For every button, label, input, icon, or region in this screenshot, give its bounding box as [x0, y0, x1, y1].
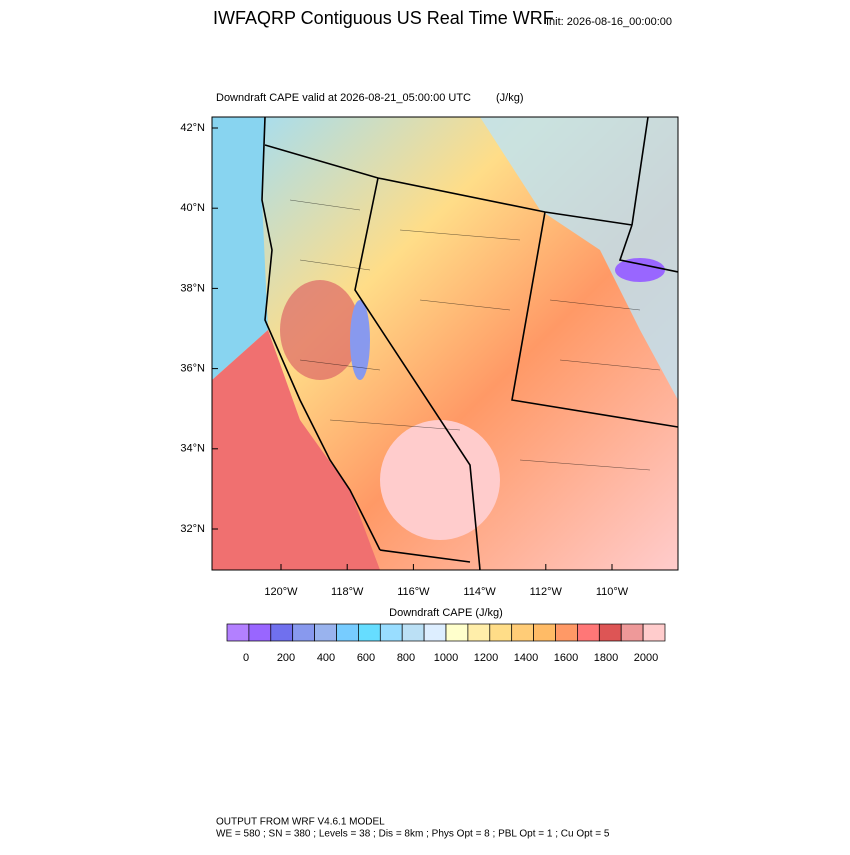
- lon-label: 112°W: [530, 586, 563, 598]
- colorbar-title: Downdraft CAPE (J/kg): [389, 607, 503, 619]
- colorbar-box: [226, 623, 250, 642]
- lon-label: 114°W: [463, 586, 496, 598]
- lat-label: 38°N: [180, 282, 205, 294]
- lon-label: 116°W: [397, 586, 430, 598]
- lon-label: 120°W: [264, 586, 298, 598]
- colorbar-box: [577, 623, 600, 642]
- units: (J/kg): [496, 92, 524, 104]
- colorbar-box: [270, 623, 294, 642]
- colorbar-box: [511, 623, 534, 642]
- colorbar-box: [489, 623, 513, 642]
- colorbar-box: [467, 623, 491, 642]
- colorbar-label: 1800: [594, 652, 618, 664]
- colorbar-box: [598, 623, 622, 642]
- colorbar-label: 1200: [474, 652, 498, 664]
- colorbar-box: [555, 623, 578, 642]
- colorbar-box: [292, 623, 315, 642]
- colorbar-label: 800: [397, 652, 415, 664]
- init-time: Init: 2026-08-16_00:00:00: [546, 16, 672, 28]
- colorbar-box: [423, 623, 447, 642]
- colorbar-box: [445, 623, 469, 642]
- colorbar-label: 2000: [634, 652, 658, 664]
- colorbar-box: [358, 623, 381, 642]
- colorbar-label: 200: [277, 652, 295, 664]
- lon-label: 110°W: [596, 586, 629, 598]
- colorbar-label: 400: [317, 652, 335, 664]
- colorbar-box: [336, 623, 359, 642]
- lat-label: 36°N: [180, 363, 205, 375]
- colorbar-box: [533, 623, 556, 642]
- colorbar-box: [401, 623, 425, 642]
- lat-label: 42°N: [180, 122, 205, 134]
- footer-line: OUTPUT FROM WRF V4.6.1 MODEL: [216, 817, 385, 828]
- colorbar-box: [248, 623, 272, 642]
- map-frame: [211, 116, 679, 571]
- colorbar-label: 1600: [554, 652, 578, 664]
- colorbar-label: 600: [357, 652, 375, 664]
- colorbar-box: [642, 623, 666, 642]
- subtitle: Downdraft CAPE valid at 2026-08-21_05:00…: [216, 92, 471, 104]
- map: [212, 117, 678, 570]
- lon-label: 118°W: [331, 586, 364, 598]
- colorbar-box: [620, 623, 644, 642]
- colorbar-label: 0: [243, 652, 249, 664]
- lat-label: 40°N: [180, 202, 205, 214]
- colorbar-box: [314, 623, 337, 642]
- lat-label: 34°N: [180, 443, 205, 455]
- title: IWFAQRP Contiguous US Real Time WRF: [213, 8, 554, 28]
- lat-label: 32°N: [180, 523, 205, 535]
- colorbar-label: 1000: [434, 652, 458, 664]
- colorbar-label: 1400: [514, 652, 538, 664]
- colorbar-box: [379, 623, 403, 642]
- footer-line: WE = 580 ; SN = 380 ; Levels = 38 ; Dis …: [216, 829, 610, 840]
